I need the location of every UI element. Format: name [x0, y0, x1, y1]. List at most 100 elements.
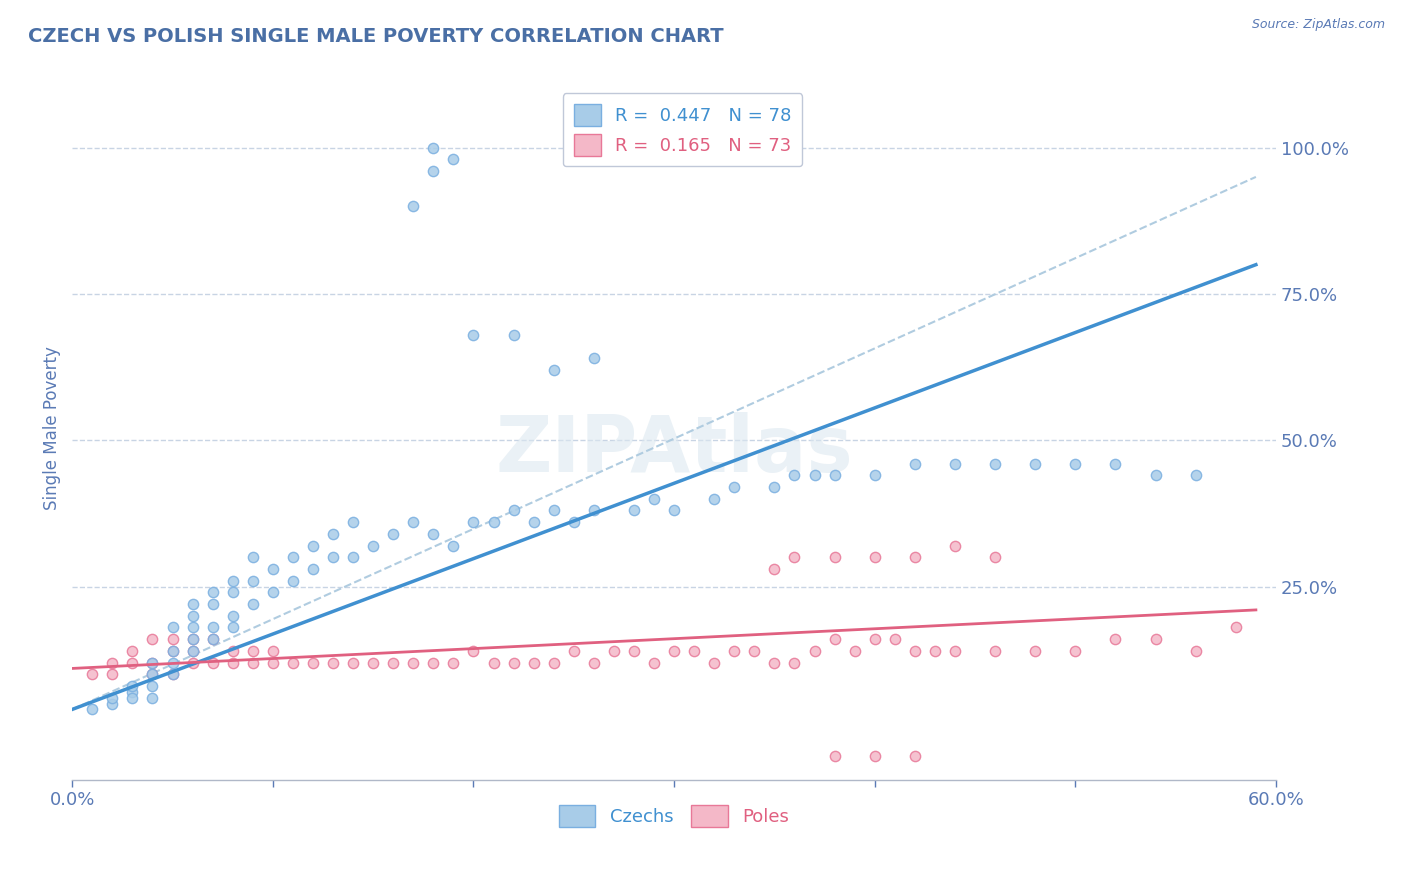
Point: [523, 656, 546, 670]
Point: [441, 656, 464, 670]
Point: [181, 620, 204, 634]
Legend: Czechs, Poles: Czechs, Poles: [553, 797, 796, 834]
Point: [121, 679, 143, 693]
Point: [162, 644, 184, 658]
Point: [943, 644, 966, 658]
Point: [904, 749, 927, 764]
Point: [582, 351, 605, 366]
Point: [121, 644, 143, 658]
Point: [904, 644, 927, 658]
Point: [262, 585, 284, 599]
Text: ZIPAtlas: ZIPAtlas: [495, 411, 853, 488]
Point: [382, 526, 405, 541]
Point: [422, 656, 444, 670]
Point: [201, 632, 224, 647]
Point: [463, 515, 485, 529]
Point: [543, 656, 565, 670]
Point: [502, 327, 524, 342]
Point: [422, 164, 444, 178]
Point: [783, 468, 806, 483]
Point: [582, 656, 605, 670]
Point: [342, 515, 364, 529]
Point: [562, 644, 585, 658]
Point: [441, 153, 464, 167]
Point: [1144, 632, 1167, 647]
Point: [181, 644, 204, 658]
Point: [162, 620, 184, 634]
Point: [703, 491, 725, 506]
Point: [302, 539, 325, 553]
Point: [683, 644, 706, 658]
Point: [824, 468, 846, 483]
Point: [523, 515, 546, 529]
Point: [422, 526, 444, 541]
Point: [763, 656, 786, 670]
Point: [181, 597, 204, 611]
Point: [441, 539, 464, 553]
Point: [101, 667, 124, 681]
Point: [141, 632, 163, 647]
Point: [322, 526, 344, 541]
Point: [803, 468, 825, 483]
Point: [222, 585, 245, 599]
Point: [141, 679, 163, 693]
Point: [242, 656, 264, 670]
Point: [783, 656, 806, 670]
Point: [482, 656, 505, 670]
Point: [181, 656, 204, 670]
Point: [242, 644, 264, 658]
Point: [844, 644, 866, 658]
Point: [783, 550, 806, 565]
Point: [703, 656, 725, 670]
Point: [943, 457, 966, 471]
Point: [141, 656, 163, 670]
Point: [262, 644, 284, 658]
Point: [863, 749, 886, 764]
Point: [242, 597, 264, 611]
Point: [643, 656, 665, 670]
Point: [361, 656, 384, 670]
Point: [281, 550, 304, 565]
Point: [281, 656, 304, 670]
Point: [402, 199, 425, 213]
Point: [101, 697, 124, 711]
Point: [1225, 620, 1247, 634]
Point: [181, 632, 204, 647]
Point: [904, 457, 927, 471]
Point: [824, 550, 846, 565]
Point: [763, 480, 786, 494]
Point: [222, 574, 245, 588]
Point: [502, 503, 524, 517]
Point: [543, 503, 565, 517]
Point: [101, 656, 124, 670]
Point: [222, 608, 245, 623]
Point: [382, 656, 405, 670]
Text: Source: ZipAtlas.com: Source: ZipAtlas.com: [1251, 18, 1385, 31]
Point: [141, 667, 163, 681]
Point: [662, 644, 685, 658]
Point: [723, 480, 745, 494]
Point: [201, 585, 224, 599]
Point: [181, 644, 204, 658]
Point: [242, 550, 264, 565]
Point: [181, 608, 204, 623]
Point: [342, 656, 364, 670]
Point: [201, 656, 224, 670]
Point: [883, 632, 905, 647]
Point: [201, 632, 224, 647]
Point: [262, 656, 284, 670]
Point: [984, 644, 1007, 658]
Point: [603, 644, 626, 658]
Point: [863, 468, 886, 483]
Point: [162, 656, 184, 670]
Point: [121, 685, 143, 699]
Point: [943, 539, 966, 553]
Point: [141, 667, 163, 681]
Point: [623, 644, 645, 658]
Point: [1024, 644, 1046, 658]
Point: [121, 690, 143, 705]
Point: [302, 656, 325, 670]
Point: [984, 457, 1007, 471]
Point: [402, 515, 425, 529]
Point: [1184, 644, 1206, 658]
